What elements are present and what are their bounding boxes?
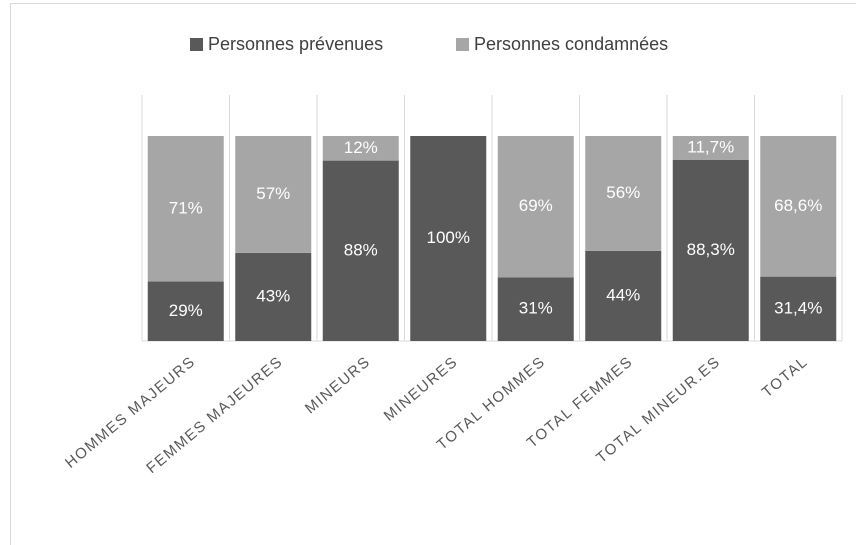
bar-segment [147,136,224,282]
chart-frame [10,3,856,545]
data-label: 88,3% [687,240,735,259]
data-label: 71% [169,198,203,217]
data-label: 29% [169,301,203,320]
bar-segment [322,160,399,341]
x-tick-label: MINEURES [381,353,462,425]
bar-segment [235,136,312,253]
data-label: 56% [606,183,640,202]
bar-segment [410,136,487,341]
bar-segment [497,277,574,341]
legend-label: Personnes prévenues [208,34,383,54]
data-label: 44% [606,285,640,304]
bar-segment [760,276,837,341]
data-label: 88% [344,240,378,259]
legend-swatch [190,38,203,51]
legend-swatch [456,38,469,51]
data-label: 31,4% [774,298,822,317]
bar-segment [585,136,662,251]
x-tick-label: TOTAL [759,353,812,401]
data-label: 68,6% [774,196,822,215]
bar-segment [760,136,837,277]
bar-segment [235,252,312,341]
data-label: 57% [256,184,290,203]
data-label: 11,7% [687,137,734,156]
data-label: 43% [256,286,290,305]
bar-segment [322,136,399,161]
bar-segment [585,250,662,341]
bar-segment [672,159,749,341]
x-tick-label: MINEURS [302,353,374,417]
data-label: 12% [344,138,378,157]
data-label: 100% [427,228,470,247]
data-label: 69% [519,196,553,215]
bar-segment [147,281,224,341]
bar-segment [672,136,749,160]
legend-label: Personnes condamnées [474,34,668,54]
data-label: 31% [519,299,553,318]
bar-segment [497,136,574,278]
